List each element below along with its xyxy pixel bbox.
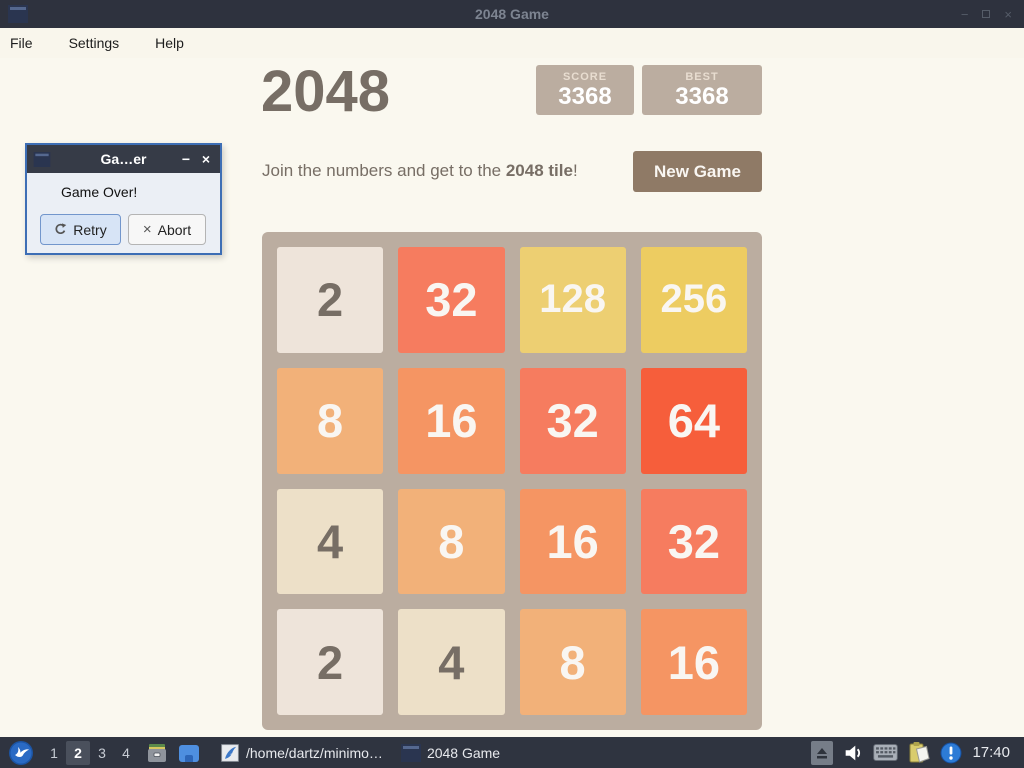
- tile: 256: [640, 247, 747, 353]
- score-box: SCORE 3368: [536, 65, 634, 115]
- best-box: BEST 3368: [642, 65, 762, 115]
- tile: 32: [398, 247, 505, 353]
- window-icon: [400, 743, 421, 762]
- file-archiver-icon[interactable]: [144, 740, 170, 766]
- tile: 4: [398, 609, 505, 715]
- tile: 32: [640, 488, 747, 595]
- taskbar-task-editor[interactable]: /home/dartz/minimo…: [220, 743, 383, 763]
- dialog-minimize-icon[interactable]: −: [181, 151, 191, 167]
- best-value: 3368: [675, 82, 729, 110]
- new-game-button[interactable]: New Game: [633, 151, 762, 192]
- tile: 16: [398, 367, 505, 474]
- system-tray: [811, 740, 962, 765]
- taskbar: 1 2 3 4 /home/dartz/minimo…: [0, 737, 1024, 768]
- keyboard-icon[interactable]: [873, 744, 899, 761]
- tile: 16: [640, 609, 747, 715]
- window-icon[interactable]: [8, 5, 28, 23]
- app-menu-icon[interactable]: [8, 740, 34, 766]
- game-subtitle: Join the numbers and get to the 2048 til…: [262, 161, 578, 180]
- taskbar-clock[interactable]: 17:40: [972, 744, 1010, 761]
- game-board: 2 32 128 256 8 16 32 64 4 8 16 32 2 4 8 …: [262, 232, 762, 730]
- featherpad-icon: [221, 743, 239, 762]
- dialog-window-icon[interactable]: [33, 151, 51, 167]
- page-title: 2048: [261, 59, 391, 124]
- tile: 64: [640, 367, 747, 474]
- score-label: SCORE: [562, 70, 608, 83]
- tile: 32: [519, 367, 626, 474]
- tile: 128: [519, 247, 626, 353]
- close-icon[interactable]: ×: [1004, 6, 1012, 22]
- tile: 16: [519, 488, 626, 595]
- window-titlebar: 2048 Game − ×: [0, 0, 1024, 28]
- file-manager-icon[interactable]: [176, 740, 202, 766]
- dialog-title: Ga…er: [100, 151, 147, 167]
- refresh-icon: [55, 223, 67, 235]
- volume-icon[interactable]: [842, 742, 864, 764]
- tile: 2: [277, 609, 384, 715]
- notification-icon[interactable]: [940, 742, 962, 764]
- eject-icon[interactable]: [811, 740, 834, 765]
- tile: 4: [277, 488, 384, 595]
- workspace-4[interactable]: 4: [122, 744, 130, 761]
- workspace-2[interactable]: 2: [66, 740, 90, 765]
- abort-button[interactable]: × Abort: [128, 214, 206, 245]
- tile: 2: [277, 247, 384, 353]
- best-label: BEST: [685, 70, 719, 83]
- minimize-icon[interactable]: −: [960, 6, 969, 22]
- window-controls: − ×: [961, 7, 1024, 22]
- tile: 8: [277, 367, 384, 474]
- dialog-buttons: Retry × Abort: [40, 214, 206, 245]
- dialog-titlebar: Ga…er − ×: [27, 145, 220, 173]
- menu-settings[interactable]: Settings: [68, 35, 120, 51]
- abort-x-icon: ×: [142, 221, 152, 238]
- menubar: File Settings Help: [0, 28, 1024, 58]
- window-title: 2048 Game: [475, 6, 549, 22]
- restore-icon[interactable]: [982, 10, 991, 18]
- taskbar-task-2048[interactable]: 2048 Game: [400, 743, 500, 762]
- dialog-message: Game Over!: [61, 184, 138, 200]
- menu-file[interactable]: File: [10, 35, 33, 51]
- tile: 8: [398, 488, 505, 595]
- workspace-switcher: 1 2 3 4: [42, 740, 138, 765]
- clipboard-icon[interactable]: [907, 741, 931, 765]
- tile: 8: [519, 609, 626, 715]
- retry-button[interactable]: Retry: [40, 214, 121, 245]
- workspace-3[interactable]: 3: [98, 744, 106, 761]
- menu-help[interactable]: Help: [155, 35, 184, 51]
- workspace-1[interactable]: 1: [50, 744, 58, 761]
- score-value: 3368: [558, 82, 612, 110]
- game-over-dialog: Ga…er − × Game Over! Retry × Abort: [25, 143, 222, 255]
- dialog-close-icon[interactable]: ×: [201, 151, 211, 167]
